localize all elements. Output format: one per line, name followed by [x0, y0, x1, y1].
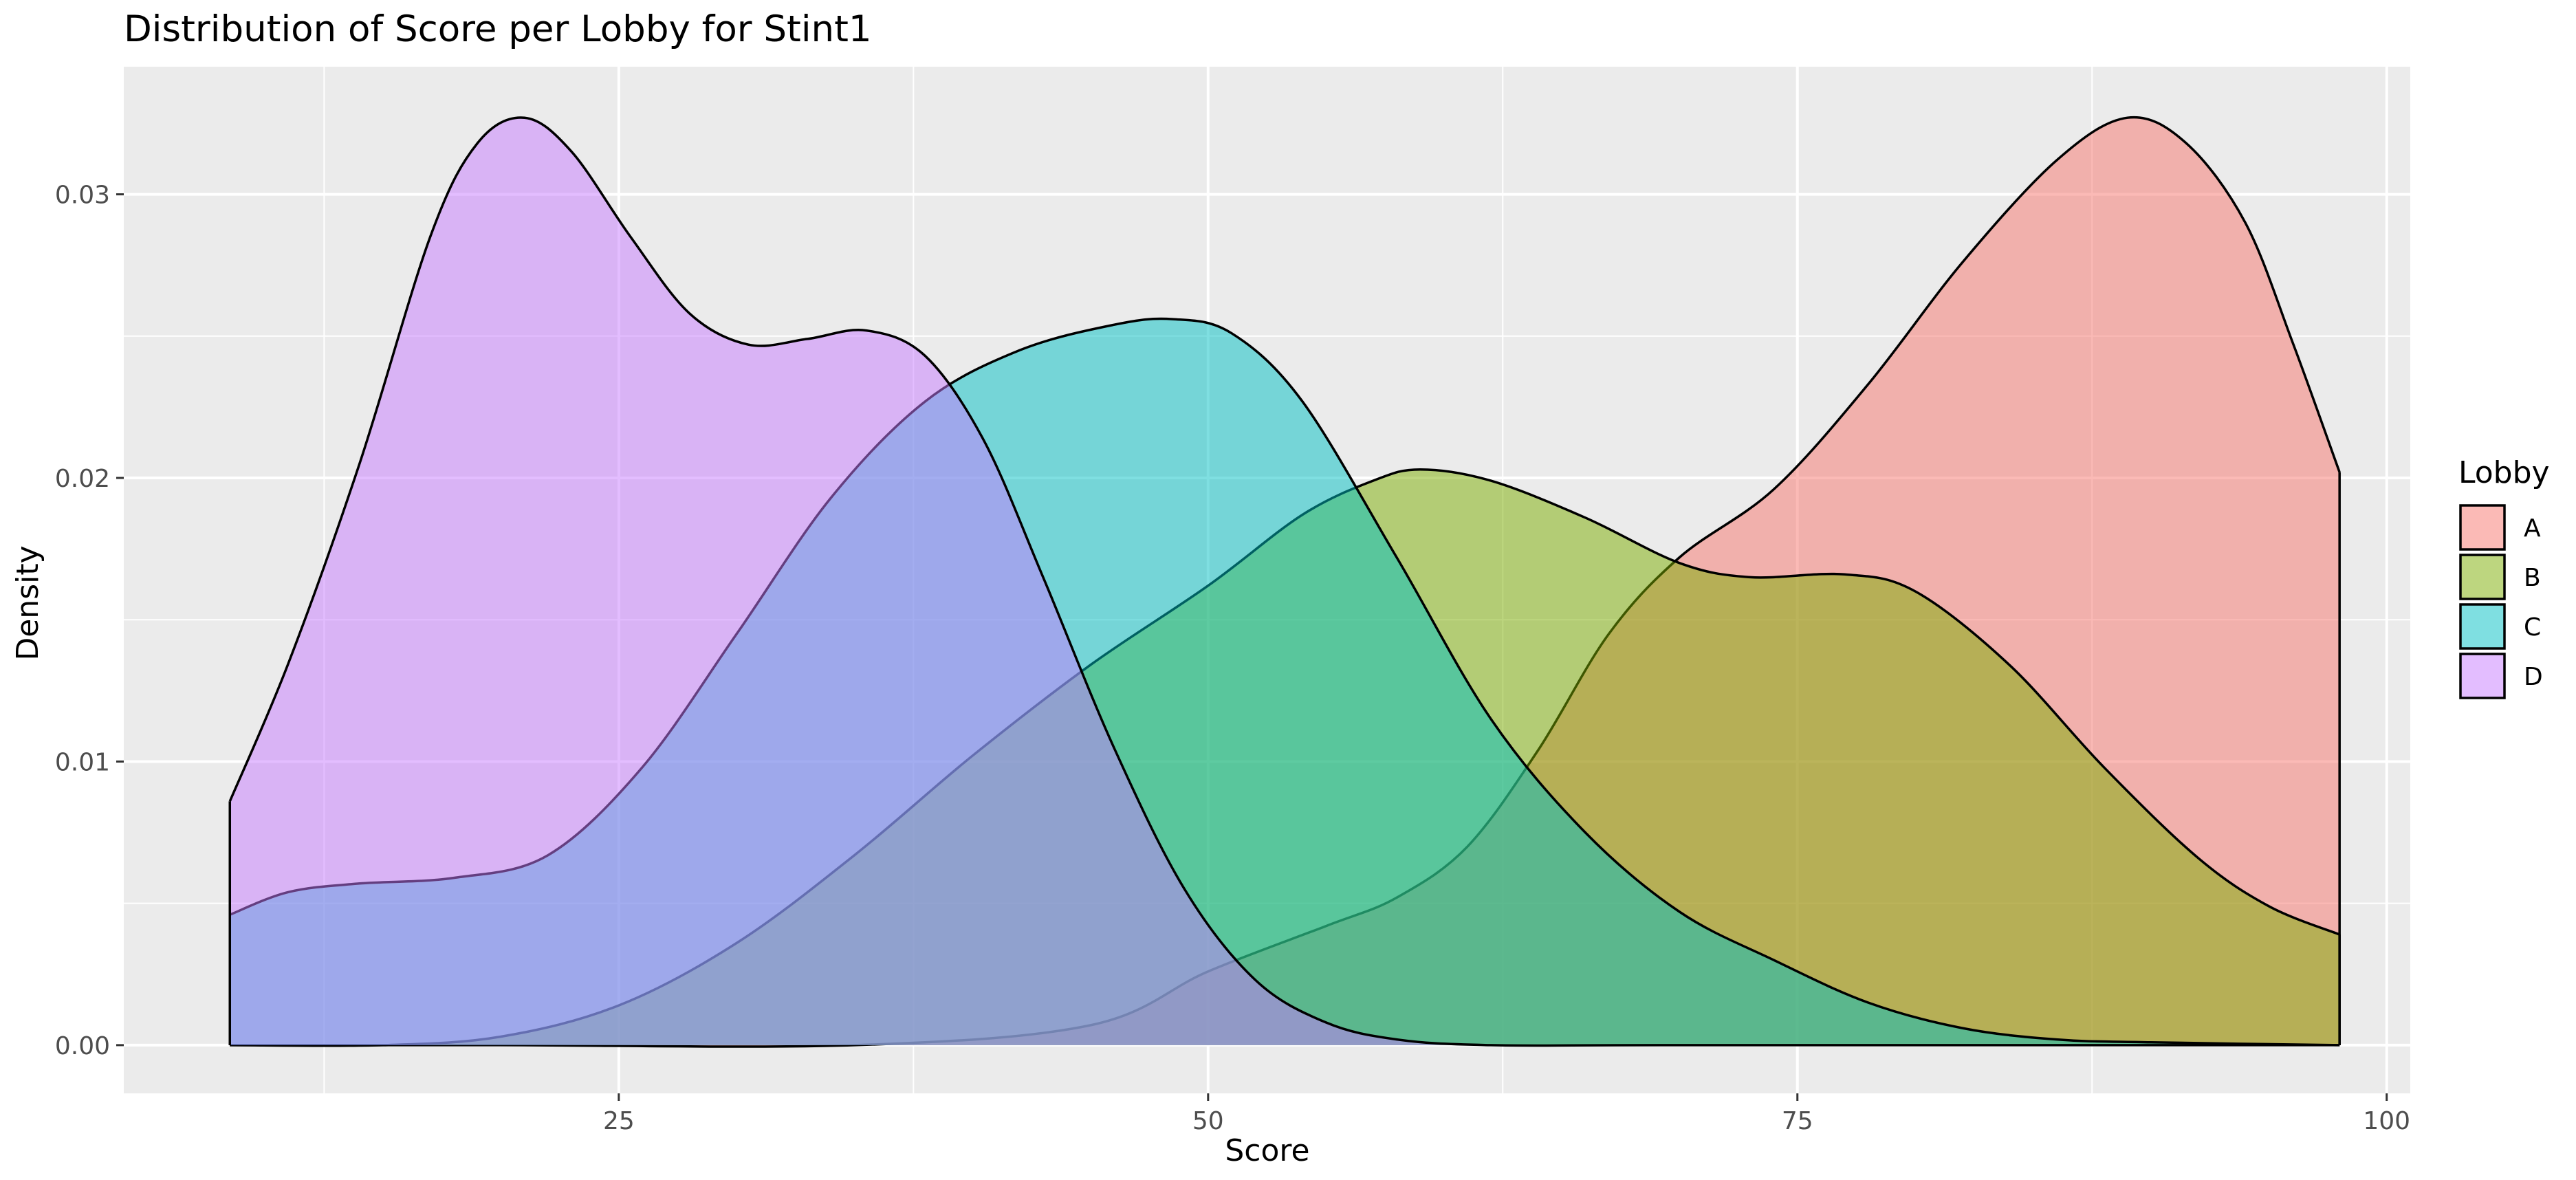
legend-swatch-d: [2459, 653, 2506, 699]
density-series: [228, 116, 2341, 1048]
density-outline-d: [228, 116, 2340, 1047]
legend-swatch-c: [2459, 603, 2506, 650]
y-axis: 0.00 0.01 0.02 0.03: [55, 182, 124, 1060]
legend-label-b: B: [2524, 564, 2541, 592]
y-tick-label: 0.02: [55, 465, 110, 493]
x-tick-label: 25: [603, 1107, 635, 1135]
y-axis-title: Density: [10, 545, 45, 660]
chart-title: Distribution of Score per Lobby for Stin…: [124, 8, 872, 50]
legend-label-c: C: [2524, 613, 2541, 642]
y-tick-label: 0.03: [55, 182, 110, 210]
legend-title: Lobby: [2458, 455, 2550, 490]
y-tick-label: 0.00: [55, 1032, 110, 1060]
legend-swatch-a: [2459, 504, 2506, 551]
x-axis-title: Score: [1225, 1133, 1309, 1168]
x-tick-label: 75: [1782, 1107, 1813, 1135]
legend-label-a: A: [2524, 514, 2541, 543]
density-area-d: [230, 117, 2340, 1046]
x-tick-label: 50: [1192, 1107, 1224, 1135]
x-axis: 25 50 75 100: [603, 1093, 2410, 1135]
y-tick-label: 0.01: [55, 748, 110, 776]
x-tick-label: 100: [2363, 1107, 2410, 1135]
legend-swatch-b: [2459, 554, 2506, 600]
legend-label-d: D: [2524, 663, 2543, 691]
